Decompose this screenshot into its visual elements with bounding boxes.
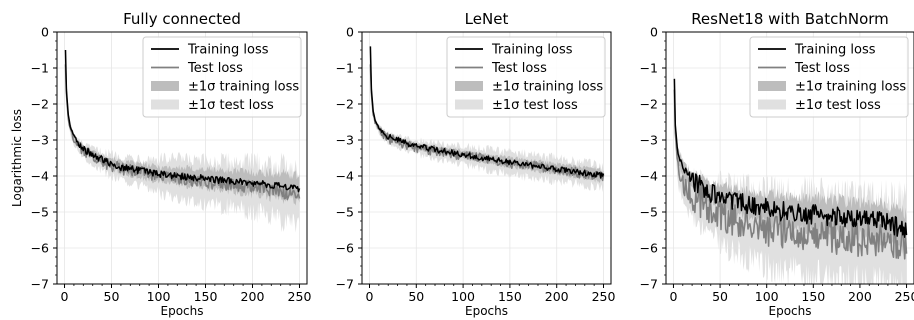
y-tick-label: −6 <box>640 241 658 256</box>
legend-label: ±1σ training loss <box>188 80 299 95</box>
chart-panel-1: 0 50 100 150 200 250 0 −1 −2 −3 −4 −5 −6 −7 Fully conn… <box>10 10 311 318</box>
plot-area <box>64 48 301 233</box>
x-tick-label: 250 <box>288 289 312 304</box>
y-tick-label: −6 <box>336 241 354 256</box>
training-std-band <box>674 72 907 255</box>
y-tick-label: 0 <box>346 25 354 40</box>
y-tick-label: −5 <box>336 205 354 220</box>
x-tick-label: 50 <box>408 289 424 304</box>
legend-label: ±1σ training loss <box>492 80 603 95</box>
training-loss-line <box>64 49 301 193</box>
legend: Training loss Test loss ±1σ training loss ±… <box>142 36 302 118</box>
y-tick-label: −3 <box>336 133 354 148</box>
legend-patch-swatch <box>151 99 179 110</box>
chart-panel-2: 0 50 100 150 200 250 0 −1 −2 −3 −4 −5 −6 −7 LeNet Epoch… <box>336 10 616 318</box>
legend-label: Test loss <box>491 61 547 76</box>
x-tick-label: 100 <box>147 289 171 304</box>
legend-label: Test loss <box>794 61 850 76</box>
legend-label: ±1σ test loss <box>492 98 578 113</box>
x-axis-label: Epochs <box>161 304 204 318</box>
legend-patch-swatch <box>455 99 483 110</box>
y-tick-label: −7 <box>31 277 49 292</box>
y-tick-label: 0 <box>41 25 49 40</box>
x-tick-label: 50 <box>712 289 728 304</box>
y-tick-label: −2 <box>640 97 658 112</box>
chart-panel-3: 0 50 100 150 200 250 0 −1 −2 −3 −4 −5 −6 −7 ResNet18 w… <box>640 10 914 318</box>
x-tick-label: 200 <box>545 289 569 304</box>
y-tick-label: −6 <box>31 241 49 256</box>
legend-box <box>446 36 606 118</box>
legend-label: Test loss <box>187 61 243 76</box>
x-tick-label: 0 <box>61 289 69 304</box>
y-tick-label: −3 <box>640 133 658 148</box>
x-tick-label: 50 <box>104 289 120 304</box>
x-tick-label: 250 <box>592 289 616 304</box>
legend-box <box>749 36 909 118</box>
chart-title: ResNet18 with BatchNorm <box>691 10 889 28</box>
legend-patch-swatch <box>151 81 179 91</box>
legend-label: ±1σ training loss <box>795 80 906 95</box>
y-tick-label: −4 <box>336 169 354 184</box>
chart-title: Fully connected <box>123 10 241 28</box>
x-tick-label: 100 <box>755 289 779 304</box>
legend-patch-swatch <box>758 81 786 91</box>
y-tick-label: −7 <box>640 277 658 292</box>
legend: Training loss Test loss ±1σ training loss ±… <box>446 36 606 118</box>
y-tick-label: 0 <box>650 25 658 40</box>
training-loss-line <box>369 46 605 179</box>
x-tick-label: 150 <box>498 289 522 304</box>
y-tick-label: −5 <box>31 205 49 220</box>
legend-label: Training loss <box>187 43 269 58</box>
legend-label: Training loss <box>794 43 876 58</box>
legend-label: ±1σ test loss <box>188 98 274 113</box>
legend: Training loss Test loss ±1σ training loss ±… <box>749 36 909 118</box>
training-loss-line <box>673 78 908 238</box>
x-tick-label: 250 <box>895 289 914 304</box>
x-tick-label: 200 <box>848 289 872 304</box>
y-tick-label: −2 <box>31 97 49 112</box>
y-tick-label: −4 <box>640 169 658 184</box>
y-tick-label: −3 <box>31 133 49 148</box>
y-tick-label: −1 <box>336 61 354 76</box>
plot-area <box>369 44 605 193</box>
y-tick-label: −5 <box>640 205 658 220</box>
y-axis-label: Logarithmic loss <box>10 109 24 207</box>
chart-title: LeNet <box>465 10 509 28</box>
plot-area <box>673 72 908 284</box>
x-tick-label: 150 <box>194 289 218 304</box>
y-tick-label: −1 <box>31 61 49 76</box>
y-tick-label: −2 <box>336 97 354 112</box>
legend-box <box>142 36 302 118</box>
y-tick-label: −1 <box>640 61 658 76</box>
y-tick-label: −7 <box>336 277 354 292</box>
y-tick-label: −4 <box>31 169 49 184</box>
x-tick-label: 150 <box>801 289 825 304</box>
x-axis-label: Epochs <box>769 304 812 318</box>
x-tick-label: 0 <box>366 289 374 304</box>
legend-label: ±1σ test loss <box>795 98 881 113</box>
test-std-band <box>370 61 604 193</box>
x-axis-label: Epochs <box>465 304 508 318</box>
test-loss-line <box>673 89 908 260</box>
training-std-band <box>65 48 300 206</box>
legend-patch-swatch <box>758 99 786 110</box>
x-tick-label: 100 <box>451 289 475 304</box>
legend-patch-swatch <box>455 81 483 91</box>
legend-label: Training loss <box>491 43 573 58</box>
x-tick-label: 0 <box>669 289 677 304</box>
x-tick-label: 200 <box>241 289 265 304</box>
